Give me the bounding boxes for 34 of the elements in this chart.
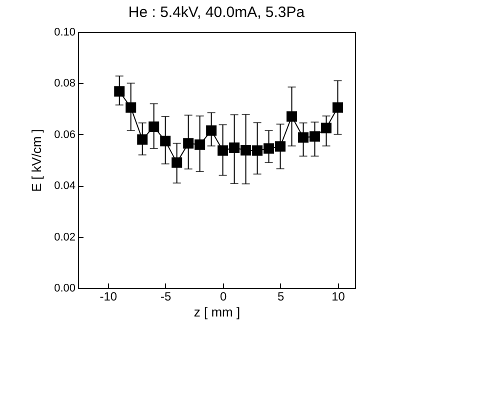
x-axis-title: z [ mm ] <box>194 304 240 320</box>
point <box>218 145 228 156</box>
y-tick-label: 0.10 <box>54 26 76 38</box>
point <box>310 131 320 142</box>
point <box>332 102 344 113</box>
point <box>321 122 332 134</box>
y-tick-label: 0.00 <box>54 282 76 294</box>
point <box>172 157 182 168</box>
point <box>126 102 136 113</box>
x-tick-label: 10 <box>332 290 346 304</box>
point <box>286 111 298 122</box>
point <box>137 134 148 145</box>
point <box>160 136 171 146</box>
point <box>275 141 286 152</box>
y-tick-label: 0.02 <box>54 231 76 244</box>
point <box>206 125 217 136</box>
point <box>240 145 252 156</box>
point <box>298 132 309 143</box>
y-axis-title: E [ kV/cm ] <box>29 129 44 192</box>
x-tick-label: -5 <box>160 290 172 304</box>
x-tick-label: 0 <box>220 290 227 304</box>
chart-title: He : 5.4kV, 40.0mA, 5.3Pa <box>128 4 306 21</box>
point <box>148 121 160 132</box>
point <box>229 142 240 153</box>
point <box>114 86 125 97</box>
y-tick-label: 0.04 <box>54 180 76 192</box>
x-tick-label: -10 <box>100 290 118 304</box>
point <box>264 143 274 154</box>
x-tick-label: 5 <box>277 290 284 304</box>
point <box>194 139 206 150</box>
y-tick-label: 0.06 <box>54 128 76 141</box>
y-tick-label: 0.08 <box>54 78 76 90</box>
point <box>252 145 263 156</box>
point <box>183 138 194 149</box>
